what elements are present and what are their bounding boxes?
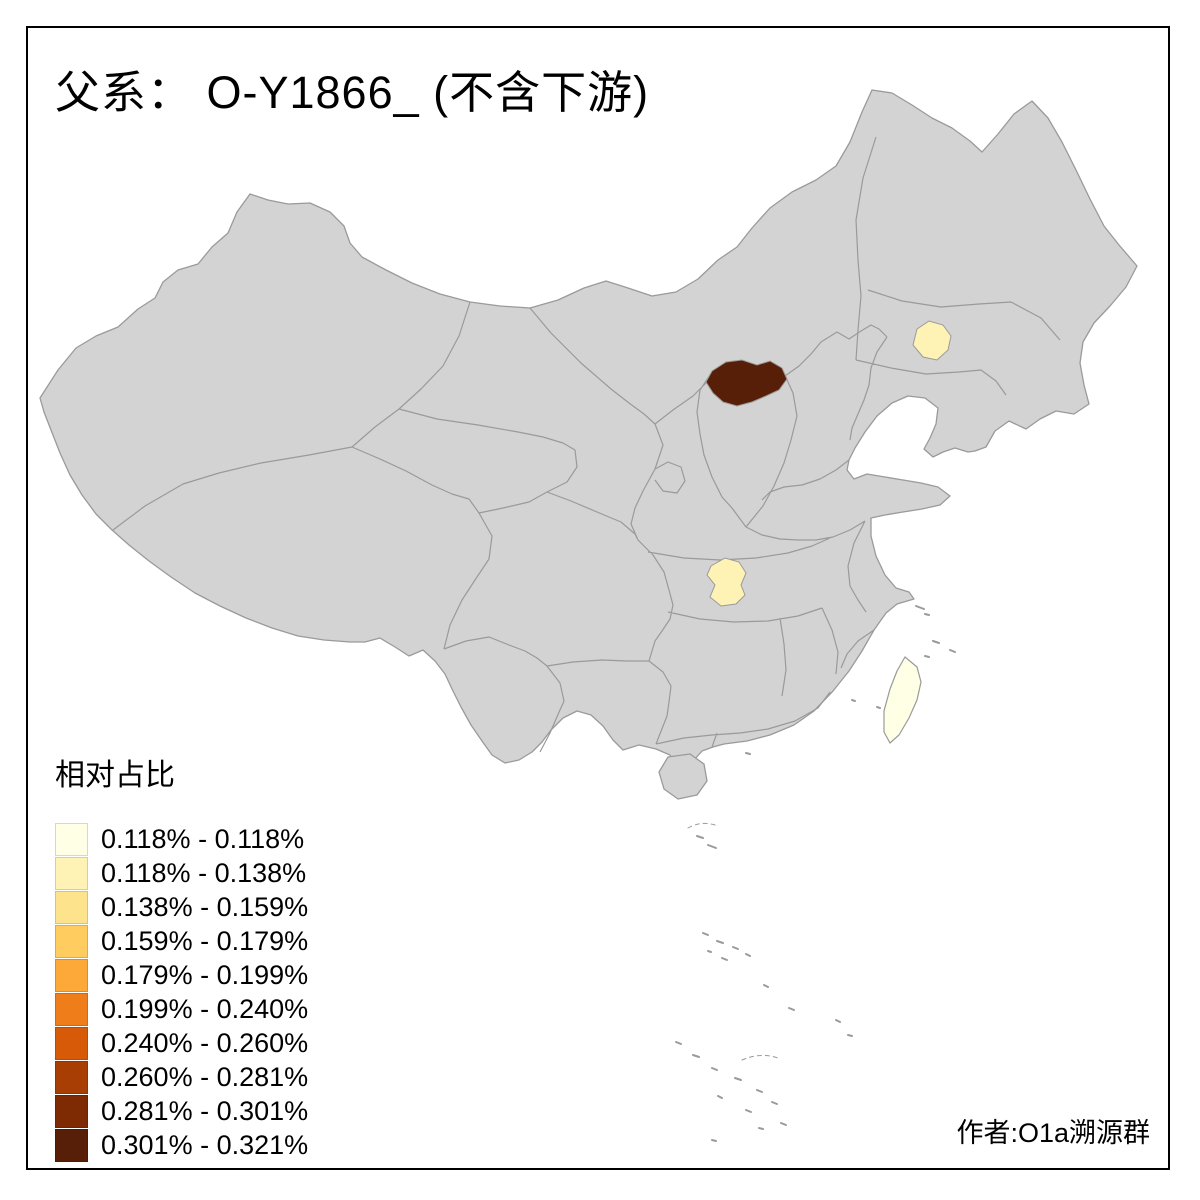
highlight-region-liaoning bbox=[912, 320, 952, 361]
legend-color-swatch bbox=[55, 890, 88, 924]
legend-color-swatch bbox=[55, 1128, 88, 1162]
legend-color-swatch bbox=[55, 958, 88, 992]
hainan-island bbox=[658, 753, 708, 800]
legend-color-swatch bbox=[55, 924, 88, 958]
legend-color-swatch bbox=[55, 822, 88, 856]
province-borders bbox=[112, 136, 1061, 753]
legend-item: 0.138% - 0.159% bbox=[55, 890, 308, 924]
legend-item-label: 0.118% - 0.138% bbox=[101, 857, 307, 888]
legend-item-label: 0.281% - 0.301% bbox=[101, 1095, 309, 1126]
legend-item: 0.118% - 0.138% bbox=[55, 856, 308, 890]
legend-item: 0.179% - 0.199% bbox=[55, 958, 308, 992]
legend-item: 0.240% - 0.260% bbox=[55, 1026, 308, 1060]
legend-color-swatch bbox=[55, 992, 88, 1026]
legend-item: 0.118% - 0.118% bbox=[55, 822, 308, 856]
legend-item-label: 0.240% - 0.260% bbox=[101, 1027, 309, 1058]
legend-color-swatch bbox=[55, 1094, 88, 1128]
legend-item: 0.301% - 0.321% bbox=[55, 1128, 308, 1162]
legend-item: 0.281% - 0.301% bbox=[55, 1094, 308, 1128]
legend-item-label: 0.179% - 0.199% bbox=[101, 959, 309, 990]
legend-color-swatch bbox=[55, 1026, 88, 1060]
legend: 相对占比 0.118% - 0.118% 0.118% - 0.138% 0.1… bbox=[55, 750, 308, 1162]
legend-title: 相对占比 bbox=[55, 759, 175, 792]
legend-item: 0.159% - 0.179% bbox=[55, 924, 308, 958]
legend-item: 0.199% - 0.240% bbox=[55, 992, 308, 1026]
highlight-region-hubei bbox=[706, 557, 747, 607]
legend-item-label: 0.301% - 0.321% bbox=[101, 1129, 309, 1160]
legend-item-label: 0.260% - 0.281% bbox=[101, 1061, 309, 1092]
highlight-region-taiwan bbox=[883, 656, 922, 744]
legend-item-label: 0.118% - 0.118% bbox=[101, 823, 305, 854]
legend-item-label: 0.138% - 0.159% bbox=[101, 891, 309, 922]
china-mainland bbox=[39, 89, 1138, 781]
highlight-region-north-china bbox=[705, 359, 788, 407]
legend-color-swatch bbox=[55, 856, 88, 890]
attribution: 作者:O1a溯源群 bbox=[956, 1118, 1150, 1148]
south-china-sea-islands bbox=[675, 605, 956, 1142]
map-title: 父系： O-Y1866_ (不含下游) bbox=[55, 67, 650, 118]
legend-color-swatch bbox=[55, 1060, 88, 1094]
legend-item: 0.260% - 0.281% bbox=[55, 1060, 308, 1094]
legend-item-label: 0.159% - 0.179% bbox=[101, 925, 309, 956]
legend-item-label: 0.199% - 0.240% bbox=[101, 993, 309, 1024]
